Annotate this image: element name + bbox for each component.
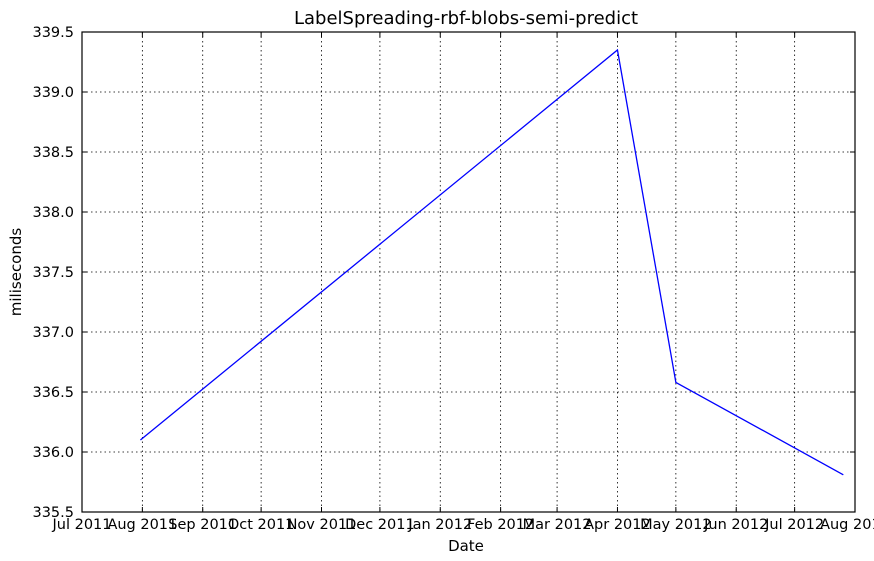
- series-layer: [139, 48, 844, 476]
- y-tick-label: 339.0: [32, 85, 74, 101]
- x-tick-label: May 2012: [640, 517, 712, 533]
- x-tick-label: Apr 2012: [584, 517, 651, 533]
- y-tick-label: 337.0: [32, 325, 74, 341]
- y-tick-label: 339.5: [32, 25, 74, 41]
- y-tick-label: 338.5: [32, 145, 74, 161]
- y-tick-label: 336.5: [32, 385, 74, 401]
- x-tick-label: Oct 2011: [228, 517, 295, 533]
- x-tick-label: Jun 2012: [703, 517, 768, 533]
- x-tick-label: Jul 2011: [51, 517, 111, 533]
- chart-title: LabelSpreading-rbf-blobs-semi-predict: [294, 8, 638, 29]
- grid: [81, 31, 856, 513]
- x-tick-label: Dec 2011: [345, 517, 415, 533]
- y-axis-label: miliseconds: [7, 228, 25, 317]
- y-tick-label: 335.5: [32, 505, 74, 521]
- x-tick-label: Nov 2011: [287, 517, 357, 533]
- y-tick-label: 337.5: [32, 265, 74, 281]
- x-tick-label: Mar 2012: [523, 517, 592, 533]
- y-tick-label: 338.0: [32, 205, 74, 221]
- series-line: [139, 48, 844, 476]
- x-axis-label: Date: [448, 537, 484, 555]
- x-tick-label: Sep 2011: [168, 517, 237, 533]
- x-tick-label: Feb 2012: [467, 517, 534, 533]
- x-tick-label: Jan 2012: [407, 517, 472, 533]
- y-tick-label: 336.0: [32, 445, 74, 461]
- x-tick-label: Aug 2012: [820, 517, 874, 533]
- x-tick-label: Jul 2012: [764, 517, 824, 533]
- x-tick-label: Aug 2011: [107, 517, 177, 533]
